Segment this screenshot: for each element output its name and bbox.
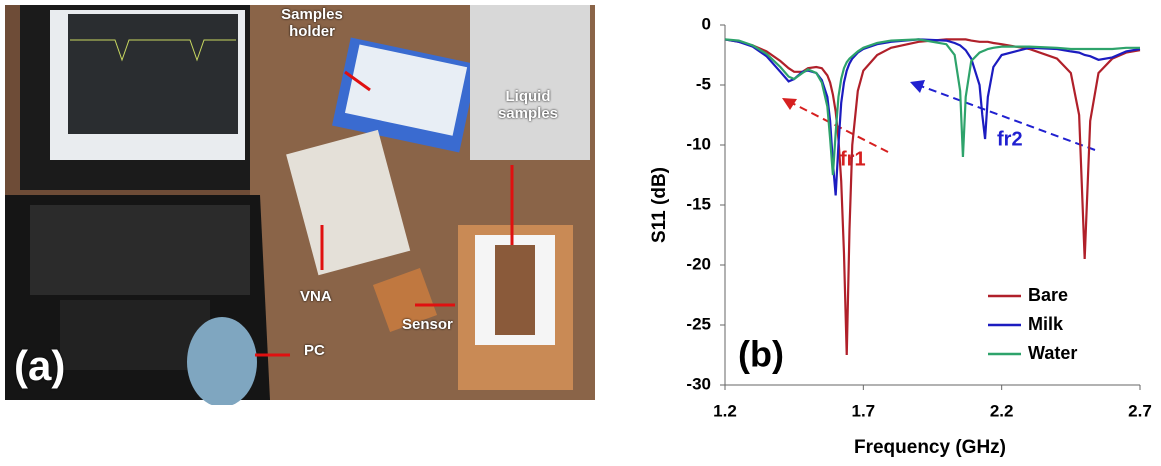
legend-label: Bare [1028,285,1068,305]
annotation: fr2 [997,128,1023,150]
photo-label: VNA [300,288,332,305]
photo-label: Samples holder [281,6,343,40]
y-axis-title: S11 (dB) [649,167,670,243]
series-line [724,38,1141,356]
arrow [917,84,1096,151]
x-tick-label: 2.2 [990,401,1014,420]
legend-label: Water [1028,343,1077,363]
panel-label: (a) [14,342,66,389]
y-tick-label: -25 [686,314,711,333]
photo [5,5,595,405]
y-tick-label: -15 [686,194,711,213]
y-tick-label: -30 [686,374,711,393]
arrow-head [782,98,797,110]
arrow-head [910,80,925,93]
x-tick-label: 2.7 [1128,401,1152,420]
series-line [724,38,1140,176]
y-tick-label: -5 [696,74,711,93]
photo-label: Sensor [402,316,453,333]
panel-label: (b) [738,334,784,375]
photo-label: PC [304,342,325,359]
y-tick-label: -20 [686,254,711,273]
series-line [724,38,1141,196]
x-axis-title: Frequency (GHz) [854,437,1006,458]
photo-label: Liquid samples [497,88,559,122]
legend-label: Milk [1028,314,1064,334]
y-tick-label: 0 [702,14,711,33]
chart: Frequency (GHz) S11 (dB) (b) fr1 fr2 0-5… [649,14,1152,458]
y-tick-label: -10 [686,134,711,153]
x-tick-label: 1.2 [713,401,737,420]
x-tick-label: 1.7 [852,401,876,420]
